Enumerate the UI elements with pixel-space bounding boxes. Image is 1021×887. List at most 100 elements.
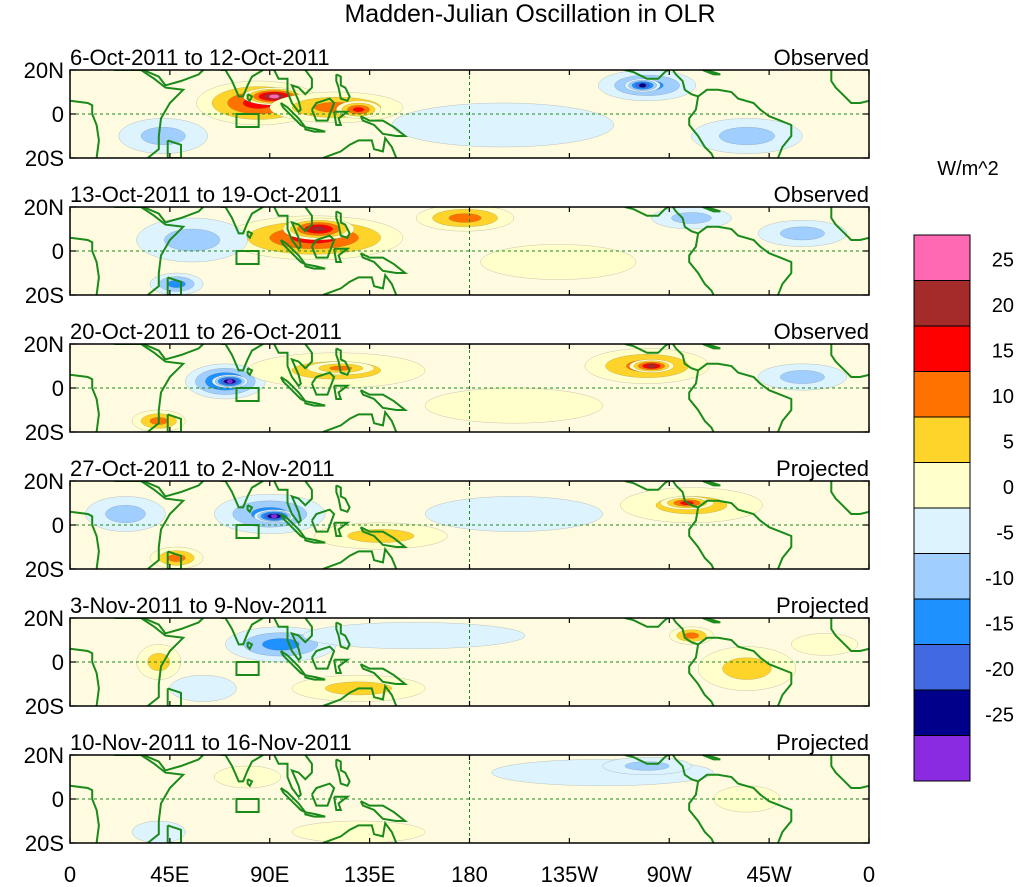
map-panel: 27-Oct-2011 to 2-Nov-2011 Projected 20N 0 20…	[24, 456, 870, 582]
coastlines	[70, 481, 869, 569]
coastline	[688, 233, 715, 295]
anomaly-contour	[480, 244, 637, 280]
olr-anomaly-field	[131, 348, 848, 432]
coastline	[273, 618, 313, 662]
coastlines	[70, 207, 869, 295]
coastline	[830, 70, 869, 104]
coastline	[273, 70, 313, 114]
coastline	[333, 247, 351, 263]
coastline	[304, 811, 326, 818]
coastline	[70, 647, 100, 706]
lon-label: 90W	[647, 862, 692, 887]
lon-label: 90E	[250, 862, 289, 887]
coastline	[359, 115, 408, 137]
colorbar-tick-label: -10	[985, 568, 1014, 590]
lon-label: 45W	[747, 862, 792, 887]
panel-status-label: Observed	[774, 319, 869, 344]
colorbar-swatch	[913, 598, 971, 645]
coastline	[166, 550, 182, 569]
map-panel: 13-Oct-2011 to 19-Oct-2011 Observed 20N 0 20…	[24, 182, 870, 308]
coastline	[359, 389, 408, 411]
coastlines	[70, 70, 869, 158]
colorbar-swatch	[913, 507, 971, 554]
coastline	[273, 344, 313, 388]
coastlines	[70, 618, 869, 706]
coastline	[304, 126, 326, 133]
panel-status-label: Observed	[774, 45, 869, 70]
lat-label: 20N	[24, 58, 64, 83]
coastline	[166, 276, 182, 295]
colorbar-tick-label: -20	[985, 659, 1014, 681]
coastline	[697, 773, 793, 843]
panel-date-range: 10-Nov-2011 to 16-Nov-2011	[70, 730, 352, 755]
lon-label: 135E	[344, 862, 395, 887]
coastline	[830, 755, 869, 789]
coastline	[333, 384, 351, 400]
colorbar-swatch	[913, 553, 971, 600]
coastline	[322, 272, 398, 295]
coastline	[624, 755, 699, 783]
coastline	[70, 236, 100, 295]
anomaly-contour	[791, 633, 859, 656]
lat-label: 20N	[24, 469, 64, 494]
lat-label: 20N	[24, 743, 64, 768]
coastline	[114, 207, 186, 295]
colorbar: W/m^2 25 20 15 10 5 0 -5 -10 -15 -20 -25	[913, 158, 1014, 782]
figure-title: Madden-Julian Oscillation in OLR	[344, 0, 715, 28]
map-panel: 10-Nov-2011 to 16-Nov-2011 Projected 20N 0 2…	[24, 730, 870, 856]
coastline	[220, 344, 264, 372]
colorbar-units-label: W/m^2	[937, 158, 999, 180]
coastline	[220, 70, 264, 98]
coastline	[142, 755, 204, 772]
coastline	[688, 644, 715, 706]
coastline	[830, 207, 869, 241]
panel-date-range: 13-Oct-2011 to 19-Oct-2011	[70, 182, 342, 207]
map-panel: 6-Oct-2011 to 12-Oct-2011 Observed 20N 0 20S	[24, 45, 870, 171]
coastline	[279, 513, 307, 540]
anomaly-contour	[140, 127, 186, 146]
coastline	[114, 618, 186, 706]
anomaly-contour	[105, 505, 146, 524]
coastline	[114, 344, 186, 432]
coastlines	[70, 755, 869, 843]
coastline	[273, 481, 313, 525]
lat-label: 20N	[24, 606, 64, 631]
coastline	[142, 481, 204, 498]
anomaly-contour	[291, 820, 426, 843]
coastline	[702, 70, 721, 76]
coastline	[697, 362, 793, 432]
coastline	[166, 824, 182, 843]
lon-label: 180	[451, 862, 488, 887]
colorbar-swatch	[913, 416, 971, 463]
anomaly-contour	[164, 228, 221, 252]
coastline	[624, 481, 699, 509]
lon-label: 0	[863, 862, 875, 887]
coastline	[697, 636, 793, 706]
lat-label: 0	[52, 376, 64, 401]
anomaly-contour	[646, 363, 657, 369]
anomaly-contour	[671, 212, 712, 224]
panel-date-range: 6-Oct-2011 to 12-Oct-2011	[70, 45, 330, 70]
anomaly-contour	[352, 107, 365, 112]
colorbar-tick-label: 0	[1003, 477, 1014, 499]
colorbar-tick-label: 20	[992, 295, 1014, 317]
coastline	[220, 618, 264, 646]
colorbar-tick-label: -15	[985, 614, 1014, 636]
panels-layer: 6-Oct-2011 to 12-Oct-2011 Observed 20N 0 20S…	[24, 45, 870, 856]
coastline	[335, 621, 351, 651]
colorbar-tick-label: 25	[992, 250, 1014, 272]
coastline	[335, 758, 351, 788]
coastline	[304, 400, 326, 407]
coastline	[220, 755, 264, 783]
coastline	[114, 481, 186, 569]
colorbar-swatch	[913, 325, 971, 372]
lat-label: 20S	[25, 146, 64, 171]
coastline	[624, 207, 699, 235]
coastline	[702, 207, 721, 213]
coastline	[166, 413, 182, 432]
coastline	[246, 230, 254, 240]
lat-label: 20S	[25, 283, 64, 308]
coastline	[322, 683, 398, 706]
coastline	[702, 618, 721, 624]
coastline	[697, 225, 793, 295]
